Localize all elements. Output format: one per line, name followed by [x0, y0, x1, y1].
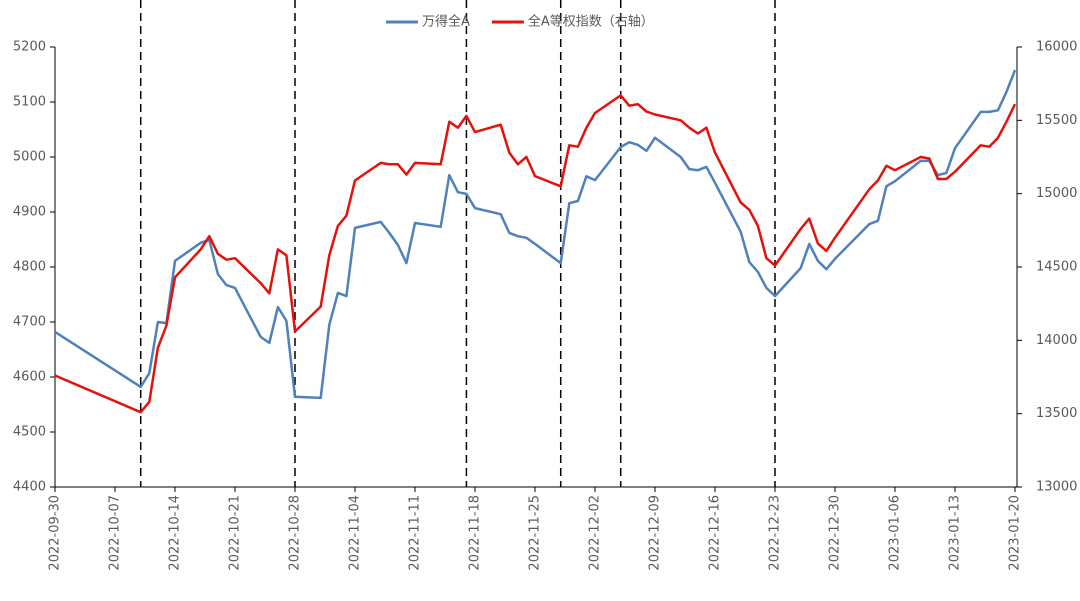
- x-tick-label: 2022-11-04: [348, 495, 363, 571]
- x-tick-label: 2022-11-25: [528, 495, 543, 571]
- y2-tick-label: 15000: [1036, 186, 1077, 201]
- y2-tick-label: 16000: [1036, 40, 1077, 55]
- y2-tick-label: 13000: [1036, 480, 1077, 495]
- y-tick-label: 4500: [13, 425, 46, 440]
- y-tick-label: 4700: [13, 315, 46, 330]
- x-tick-label: 2023-01-20: [1008, 495, 1023, 571]
- x-tick-label: 2022-10-28: [288, 495, 303, 571]
- x-tick-label: 2022-10-07: [108, 495, 123, 571]
- x-tick-label: 2022-12-30: [828, 495, 843, 571]
- x-tick-label: 2022-09-30: [48, 495, 63, 571]
- x-tick-label: 2022-12-09: [648, 495, 663, 571]
- series-line: [54, 69, 1017, 400]
- legend-label: 万得全A: [422, 14, 470, 30]
- y2-tick-label: 13500: [1036, 406, 1077, 421]
- y-tick-label: 5000: [13, 150, 46, 165]
- y-tick-label: 4400: [13, 480, 46, 495]
- y-tick-label: 5200: [13, 40, 46, 55]
- y2-tick-label: 14000: [1036, 333, 1077, 348]
- x-tick-label: 2022-12-16: [708, 495, 723, 571]
- x-tick-label: 2022-10-14: [168, 495, 183, 571]
- y-tick-label: 5100: [13, 95, 46, 110]
- x-tick-label: 2022-11-11: [408, 495, 423, 571]
- y-tick-label: 4800: [13, 260, 46, 275]
- x-tick-label: 2022-12-23: [768, 495, 783, 571]
- x-tick-label: 2022-10-21: [228, 495, 243, 571]
- y2-tick-label: 14500: [1036, 260, 1077, 275]
- y2-tick-label: 15500: [1036, 113, 1077, 128]
- x-tick-label: 2023-01-06: [888, 495, 903, 571]
- series-line: [54, 94, 1017, 414]
- x-tick-label: 2022-12-02: [588, 495, 603, 571]
- y-tick-label: 4900: [13, 205, 46, 220]
- y-tick-label: 4600: [13, 370, 46, 385]
- x-tick-label: 2022-11-18: [468, 495, 483, 571]
- legend-label: 全A等权指数（右轴）: [528, 14, 654, 30]
- x-tick-label: 2023-01-13: [948, 495, 963, 571]
